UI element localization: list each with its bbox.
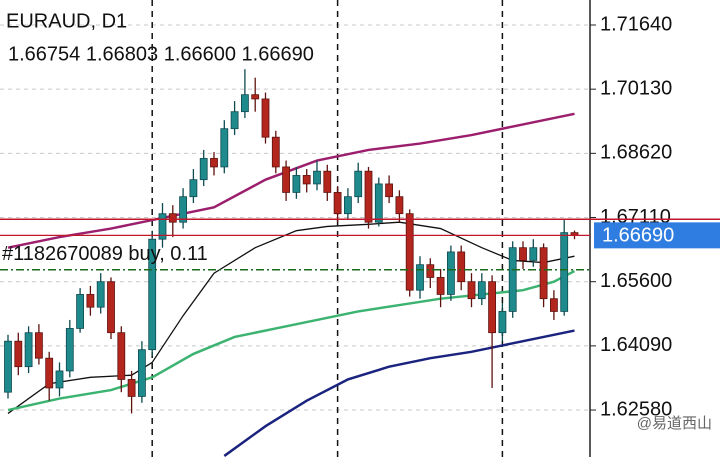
candle-body	[426, 264, 435, 278]
candle-body	[4, 340, 12, 393]
symbol-title: EURAUD, D1	[6, 10, 127, 32]
candle-body	[385, 183, 394, 198]
candle-body	[117, 332, 126, 380]
candle-body	[488, 281, 497, 334]
candle-body	[519, 247, 527, 261]
price-axis: 1.71640 1.70130 1.68620 1.67110 1.65600 1.640…	[590, 13, 672, 420]
ohlc-text: 1.66754 1.66803 1.66600 1.66690	[8, 43, 314, 65]
candle-body	[395, 196, 404, 215]
plot: #1182670089 buy, 0.11	[0, 69, 590, 457]
candle-body	[292, 175, 301, 193]
y-tick-label: 1.71640	[600, 13, 672, 35]
candle-body	[539, 247, 548, 300]
candle-body	[86, 294, 95, 308]
candle-body	[261, 98, 270, 138]
candle-body	[137, 349, 146, 397]
y-tick-label: 1.62580	[600, 398, 672, 420]
candle-body	[343, 196, 352, 215]
candle-body	[148, 238, 157, 351]
candle-body	[271, 136, 280, 168]
candle-body	[45, 357, 54, 389]
candle-body	[467, 281, 476, 300]
watermark: @易道西山	[637, 415, 712, 432]
candle-body	[333, 192, 342, 215]
candle-body	[374, 183, 383, 223]
moving-average	[7, 112, 575, 249]
price-box	[594, 222, 720, 249]
candle-body	[313, 170, 321, 185]
candle-body	[282, 166, 291, 193]
candle-body	[210, 158, 218, 168]
candle-body	[168, 213, 177, 223]
candle-body	[560, 232, 569, 312]
candle-body	[498, 311, 507, 334]
y-tick-label: 1.70130	[600, 77, 672, 99]
candle-body	[158, 213, 167, 240]
order-label: #1182670089 buy, 0.11	[2, 243, 208, 265]
candle-body	[446, 251, 455, 295]
candle-body	[55, 370, 64, 389]
candle-body	[364, 170, 373, 223]
candle-body	[323, 170, 332, 193]
candle-body	[457, 251, 466, 283]
candle-body	[416, 264, 424, 291]
candle-body	[550, 298, 558, 312]
candle-body	[240, 94, 249, 113]
candle-body	[354, 170, 363, 198]
y-tick-label: 1.65600	[600, 270, 672, 292]
candle-body	[220, 128, 229, 168]
candle-body	[76, 294, 84, 329]
candle-body	[230, 111, 239, 130]
candle-body	[199, 158, 208, 181]
price-label: 1.66690	[602, 225, 674, 247]
y-tick-label: 1.68620	[600, 142, 672, 164]
candle-body	[127, 379, 136, 397]
candle-body	[24, 332, 33, 368]
candle-body	[529, 247, 538, 261]
candle-body	[302, 175, 311, 185]
candle-body	[477, 281, 486, 300]
candle-body	[107, 281, 115, 334]
candle-body	[14, 340, 23, 368]
candle-body	[189, 179, 198, 198]
candle-body	[179, 196, 188, 223]
candle-body	[35, 332, 43, 359]
candle-body	[405, 213, 414, 291]
candle-body	[65, 328, 74, 372]
y-tick-label: 1.67110	[600, 206, 671, 228]
candle-body	[436, 277, 445, 295]
y-tick-label: 1.64090	[600, 334, 672, 356]
candle-body	[251, 94, 260, 100]
candle-body	[508, 247, 517, 312]
candle-body	[96, 281, 105, 308]
moving-average	[223, 329, 575, 457]
